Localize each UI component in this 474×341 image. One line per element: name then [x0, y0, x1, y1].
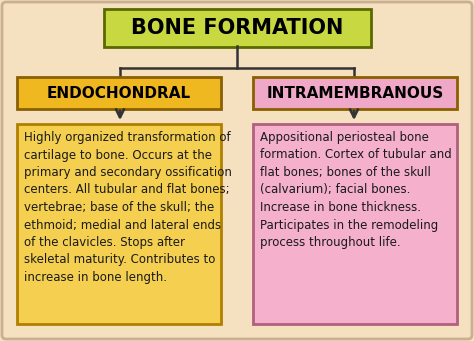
- FancyBboxPatch shape: [17, 124, 221, 324]
- FancyBboxPatch shape: [253, 124, 457, 324]
- FancyBboxPatch shape: [2, 2, 472, 339]
- Text: Appositional periosteal bone
formation. Cortex of tubular and
flat bones; bones : Appositional periosteal bone formation. …: [260, 131, 452, 249]
- Text: INTRAMEMBRANOUS: INTRAMEMBRANOUS: [266, 86, 444, 101]
- FancyBboxPatch shape: [104, 9, 371, 47]
- FancyBboxPatch shape: [17, 77, 221, 109]
- Text: BONE FORMATION: BONE FORMATION: [131, 18, 344, 38]
- FancyBboxPatch shape: [253, 77, 457, 109]
- Text: ENDOCHONDRAL: ENDOCHONDRAL: [47, 86, 191, 101]
- Text: Highly organized transformation of
cartilage to bone. Occurs at the
primary and : Highly organized transformation of carti…: [24, 131, 232, 284]
